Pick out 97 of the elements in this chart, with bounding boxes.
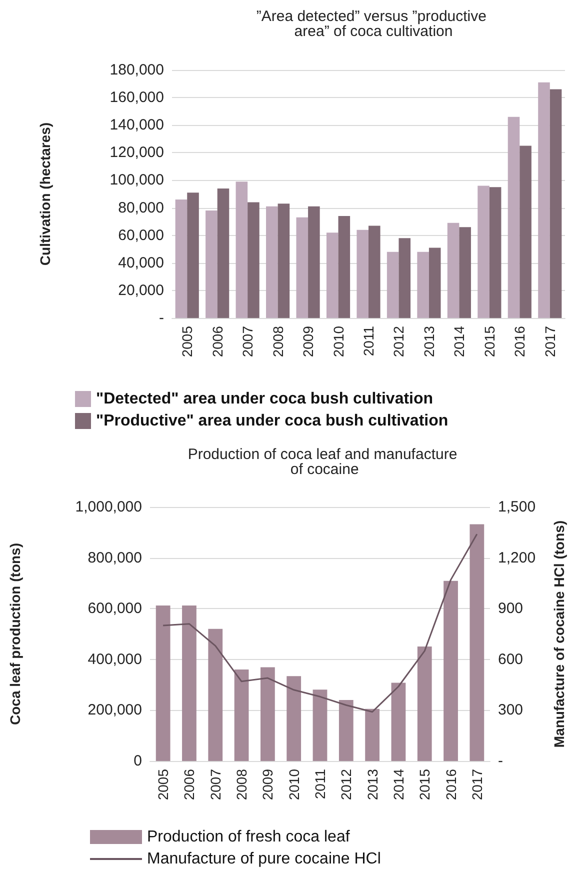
y-tick-label: 80,000 — [118, 199, 164, 216]
y-tick-label: 600,000 — [88, 600, 142, 618]
y2-tick-label: 1,500 — [498, 498, 536, 516]
y2-tick-label: 300 — [498, 702, 524, 719]
bar — [470, 524, 484, 761]
x-tick-label: 2005 — [179, 326, 196, 358]
bar — [338, 216, 350, 318]
bar — [248, 202, 260, 318]
bar — [156, 606, 170, 761]
bar — [538, 82, 550, 318]
y-tick-label: 40,000 — [118, 254, 164, 272]
y-tick-label: 800,000 — [88, 549, 142, 566]
x-tick-label: 2008 — [234, 768, 250, 800]
x-tick-label: 2014 — [390, 768, 406, 800]
bar — [447, 222, 460, 318]
x-tick-label: 2007 — [240, 326, 256, 358]
chart-title: Production of coca leaf and manufacture of cocaine — [188, 446, 458, 478]
x-tick-label: 2016 — [512, 326, 528, 358]
y-axis-title: Coca leaf production (tons) — [7, 543, 23, 725]
bar — [478, 186, 490, 318]
bar — [260, 667, 275, 761]
y-tick-label: 140,000 — [110, 116, 164, 134]
bar — [182, 606, 196, 761]
bar — [417, 646, 432, 761]
bar — [278, 204, 290, 318]
bar — [386, 252, 399, 318]
legend-label: Manufacture of pure cocaine HCl — [147, 850, 381, 868]
bar — [187, 192, 199, 318]
x-tick-label: 2005 — [155, 768, 172, 800]
bar — [417, 252, 429, 318]
bar — [508, 116, 520, 318]
x-tick-label: 2007 — [207, 768, 224, 800]
y-tick-label: 180,000 — [110, 62, 164, 78]
bar — [236, 182, 248, 318]
x-tick-label: 2015 — [481, 326, 498, 358]
x-tick-label: 2013 — [364, 768, 380, 800]
y2-tick-label: - — [498, 752, 503, 770]
y-axis-title: Cultivation (hectares) — [37, 122, 53, 266]
bar — [326, 232, 338, 318]
bar — [206, 210, 218, 318]
y2-tick-label: 1,200 — [498, 549, 536, 566]
x-tick-label: 2010 — [286, 768, 302, 800]
bar — [338, 700, 354, 761]
x-tick-label: 2010 — [330, 326, 346, 358]
y-tick-label: 1,000,000 — [75, 498, 142, 516]
chart-title: ”Area detected” versus ”productive area” of coca cultivation — [256, 8, 491, 40]
legend-label: "Productive" area under coca bush cultivation — [96, 412, 448, 430]
bar — [365, 708, 380, 761]
x-tick-label: 2011 — [360, 326, 376, 356]
bar — [234, 670, 249, 761]
x-tick-label: 2015 — [416, 768, 433, 800]
x-tick-label: 2017 — [468, 768, 485, 800]
x-tick-label: 2017 — [542, 326, 558, 358]
x-tick-label: 2012 — [390, 326, 407, 358]
bar — [520, 146, 532, 318]
line-series — [162, 533, 478, 713]
y-tick-label: 400,000 — [88, 650, 142, 668]
bar — [398, 238, 411, 318]
bar — [308, 206, 320, 318]
bar — [296, 217, 308, 318]
bar — [286, 676, 302, 761]
x-tick-label: 2016 — [442, 768, 459, 800]
bar — [428, 248, 441, 318]
bar — [550, 89, 562, 318]
y-tick-label: 60,000 — [118, 226, 164, 244]
bar — [444, 580, 458, 761]
bar — [489, 187, 502, 318]
legend-label: Production of fresh coca leaf — [147, 828, 350, 846]
y2-tick-label: 900 — [498, 600, 524, 618]
bar — [312, 690, 328, 761]
y-tick-label: 100,000 — [110, 172, 164, 189]
y-tick-label: 200,000 — [88, 702, 142, 719]
x-tick-label: 2006 — [209, 326, 226, 358]
bar — [217, 188, 230, 318]
bar — [208, 628, 223, 761]
y-tick-label: 160,000 — [110, 89, 164, 106]
x-tick-label: 2008 — [270, 326, 286, 358]
y-tick-label: 20,000 — [118, 282, 164, 299]
y-tick-label: - — [159, 310, 164, 326]
x-tick-label: 2009 — [260, 768, 276, 800]
bar — [391, 682, 406, 761]
x-tick-label: 2009 — [300, 326, 316, 358]
bar — [266, 206, 278, 318]
bar — [175, 200, 188, 318]
y-tick-label: 120,000 — [110, 144, 164, 162]
x-tick-label: 2006 — [181, 768, 198, 800]
bar — [459, 227, 471, 318]
bar — [356, 230, 368, 318]
legend-label: "Detected" area under coca bush cultivation — [96, 390, 434, 408]
bar — [368, 226, 380, 318]
x-tick-label: 2011 — [312, 768, 328, 800]
y-tick-label: 0 — [134, 752, 142, 770]
y2-tick-label: 600 — [498, 650, 524, 668]
y2-axis-title: Manufacture of cocaine HCl (tons) — [551, 520, 567, 748]
x-tick-label: 2013 — [420, 326, 437, 358]
x-tick-label: 2014 — [451, 326, 468, 358]
x-tick-label: 2012 — [338, 768, 354, 800]
